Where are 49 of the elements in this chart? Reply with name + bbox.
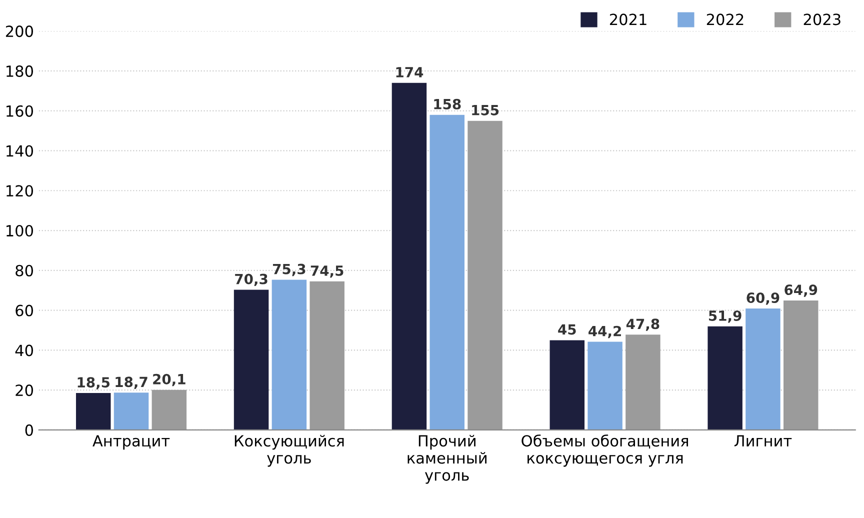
bar xyxy=(588,342,622,430)
bar xyxy=(152,390,187,430)
y-tick-label: 160 xyxy=(6,105,34,117)
data-label: 155 xyxy=(472,105,499,116)
bar xyxy=(310,281,344,430)
bar xyxy=(468,120,502,430)
data-label: 45 xyxy=(558,324,576,335)
data-label: 174 xyxy=(396,67,424,78)
data-label: 18,7 xyxy=(116,376,148,389)
data-label: 20,1 xyxy=(153,374,186,386)
y-tick-label: 180 xyxy=(6,65,34,77)
data-label: 70,3 xyxy=(235,274,268,286)
data-label: 75,3 xyxy=(272,264,306,276)
data-label: 47,8 xyxy=(626,318,660,331)
bar xyxy=(784,300,818,430)
data-label: 18,5 xyxy=(78,377,110,390)
y-tick-label: 40 xyxy=(15,344,34,356)
bar xyxy=(234,290,269,430)
bar xyxy=(114,392,149,430)
legend-label: 2023 xyxy=(804,14,840,26)
y-tick-label: 200 xyxy=(6,26,34,38)
bar xyxy=(550,340,585,430)
data-label: 44,2 xyxy=(588,326,621,338)
bar xyxy=(272,280,307,430)
x-tick-label: Прочий каменный уголь xyxy=(408,434,486,484)
x-tick-label: Коксующийся уголь xyxy=(234,434,344,467)
y-tick-label: 80 xyxy=(16,264,34,276)
legend-label: 2022 xyxy=(706,14,744,26)
x-tick-label: Антрацит xyxy=(92,435,170,450)
y-tick-label: 120 xyxy=(6,185,34,197)
bar xyxy=(76,393,111,430)
data-label: 64,9 xyxy=(784,284,818,297)
data-label: 158 xyxy=(434,98,461,110)
x-tick-label: Объемы обогащения коксующегося угля xyxy=(522,434,688,467)
data-label: 51,9 xyxy=(709,310,742,323)
data-label: 60,9 xyxy=(746,292,780,305)
bar xyxy=(430,114,464,430)
legend-label: 2021 xyxy=(610,14,646,26)
x-tick-label: Лигнит xyxy=(734,435,792,446)
y-tick-label: 0 xyxy=(25,424,34,436)
data-label: 74,5 xyxy=(310,266,344,278)
y-tick-label: 60 xyxy=(16,304,34,316)
bar xyxy=(626,334,660,430)
y-tick-label: 140 xyxy=(6,145,34,157)
y-tick-label: 20 xyxy=(16,384,34,396)
bar xyxy=(392,82,427,430)
bar xyxy=(708,326,742,430)
bar xyxy=(746,308,780,430)
y-tick-label: 100 xyxy=(6,224,34,237)
